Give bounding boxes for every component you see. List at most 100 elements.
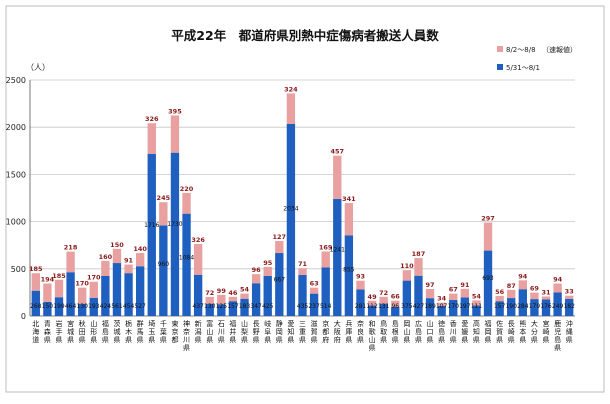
bar-series1-23 [298, 274, 307, 316]
y-tick-label: 1500 [6, 170, 26, 179]
data-label-series2-18: 54 [240, 286, 250, 294]
category-label-3: 宮城県 [67, 319, 74, 344]
category-label-6: 福島県 [102, 319, 109, 344]
data-label-series1-25: 514 [320, 303, 332, 310]
data-label-series2-13: 220 [180, 185, 194, 193]
legend-label-series-1: 5/31～8/1 [506, 64, 540, 72]
bar-series1-25 [321, 267, 330, 316]
bar-series2-30 [379, 296, 388, 304]
data-label-series1-22: 2034 [283, 205, 298, 212]
category-label-42: 熊本県 [519, 319, 526, 344]
category-label-9: 群馬県 [137, 319, 144, 344]
bar-series1-6 [101, 275, 110, 316]
category-label-46: 沖縄県 [566, 319, 573, 344]
bar-series2-1 [43, 283, 52, 302]
bar-series2-24 [309, 287, 319, 294]
category-label-44: 宮崎県 [543, 319, 550, 344]
bar-series2-6 [101, 260, 110, 276]
data-label-series1-6: 424 [100, 303, 112, 310]
data-label-series2-39: 297 [481, 215, 495, 223]
data-label-series2-26: 457 [330, 148, 344, 156]
data-label-series2-22: 324 [284, 85, 298, 93]
bar-series1-0 [31, 290, 40, 316]
category-label-24: 滋賀県 [311, 319, 318, 344]
bar-series1-36 [449, 299, 458, 316]
category-label-22: 愛知県 [287, 319, 294, 344]
bar-series1-35 [437, 305, 446, 316]
data-label-series1-39: 693 [482, 275, 494, 282]
data-label-series2-44: 31 [541, 288, 551, 296]
bar-series2-22 [286, 93, 296, 124]
data-label-series1-30: 131 [378, 303, 390, 310]
category-label-13: 神奈川県 [183, 319, 190, 352]
category-label-21: 静岡県 [276, 319, 283, 344]
data-label-series2-24: 63 [310, 280, 319, 288]
data-label-series2-30: 72 [379, 289, 388, 297]
category-label-25: 京都府 [322, 319, 329, 344]
data-label-series1-2: 199 [53, 303, 65, 310]
data-label-series1-20: 425 [262, 303, 274, 310]
bar-series1-30 [379, 303, 388, 316]
data-label-series1-40: 157 [494, 303, 506, 310]
category-label-38: 高知県 [473, 319, 480, 344]
bar-series1-22 [286, 123, 296, 316]
data-label-series2-41: 87 [507, 282, 516, 290]
data-label-series2-46: 33 [565, 288, 574, 296]
bar-series1-33 [414, 275, 423, 316]
bar-series1-5 [89, 297, 98, 316]
category-label-32: 岡山県 [403, 320, 410, 344]
bar-series2-16 [217, 294, 226, 305]
category-label-0: 北海道 [32, 320, 39, 344]
y-tick-label: 2000 [6, 123, 26, 132]
bar-series2-10 [147, 123, 156, 155]
category-label-33: 広島県 [415, 319, 422, 344]
data-label-series2-7: 150 [110, 241, 124, 249]
category-label-2: 岩手県 [55, 319, 62, 344]
bar-series2-43 [530, 292, 539, 300]
bar-series1-9 [135, 266, 145, 316]
bar-series1-42 [518, 289, 527, 316]
category-label-18: 山梨県 [241, 319, 248, 344]
category-label-29: 和歌山県 [369, 319, 376, 352]
bar-series1-11 [159, 225, 168, 316]
category-label-4: 秋田県 [79, 319, 86, 344]
bar-series1-7 [112, 263, 122, 316]
data-label-series1-3: 464 [65, 303, 77, 310]
y-tick-label: 0 [21, 312, 26, 321]
data-label-series2-9: 140 [133, 245, 147, 253]
data-label-series1-43: 179 [529, 303, 541, 310]
bar-series2-45 [553, 283, 562, 293]
bar-series1-3 [66, 272, 75, 316]
bar-series2-9 [135, 253, 145, 267]
bar-series1-44 [541, 299, 551, 316]
data-label-series1-38: 111 [471, 303, 483, 310]
data-label-series2-5: 170 [87, 274, 101, 282]
bar-series2-26 [333, 155, 342, 199]
data-label-series2-8: 91 [124, 257, 134, 265]
data-label-series1-27: 855 [343, 267, 355, 274]
bar-series1-34 [425, 298, 435, 316]
data-label-series1-44: 176 [540, 303, 552, 310]
category-label-17: 福井県 [229, 319, 236, 344]
data-label-series1-28: 281 [355, 303, 367, 310]
data-label-series1-32: 375 [401, 303, 413, 310]
category-label-12: 東京都 [171, 319, 178, 344]
bar-series2-36 [449, 293, 458, 300]
y-axis-unit-label: （人） [26, 63, 50, 72]
bar-series1-24 [309, 293, 319, 316]
bar-series2-15 [205, 296, 214, 304]
bar-series1-2 [54, 297, 64, 316]
data-label-series2-37: 91 [460, 281, 470, 289]
data-label-series2-3: 218 [64, 244, 78, 252]
data-label-series2-21: 127 [273, 233, 287, 241]
category-label-layer: 北海道青森県岩手県宮城県秋田県山形県福島県茨城県栃木県群馬県埼玉県千葉県東京都神… [32, 319, 572, 352]
category-label-35: 徳島県 [438, 319, 445, 344]
category-label-8: 栃木県 [125, 319, 132, 344]
category-label-43: 大分県 [531, 319, 538, 344]
data-label-series1-7: 561 [111, 303, 123, 310]
bar-series1-46 [565, 298, 574, 316]
chart-title: 平成22年 都道府県別熱中症傷病者搬送人員数 [171, 28, 439, 43]
data-label-series2-34: 97 [426, 281, 435, 289]
data-label-series2-2: 185 [52, 272, 66, 280]
y-tick-label: 500 [11, 265, 26, 274]
